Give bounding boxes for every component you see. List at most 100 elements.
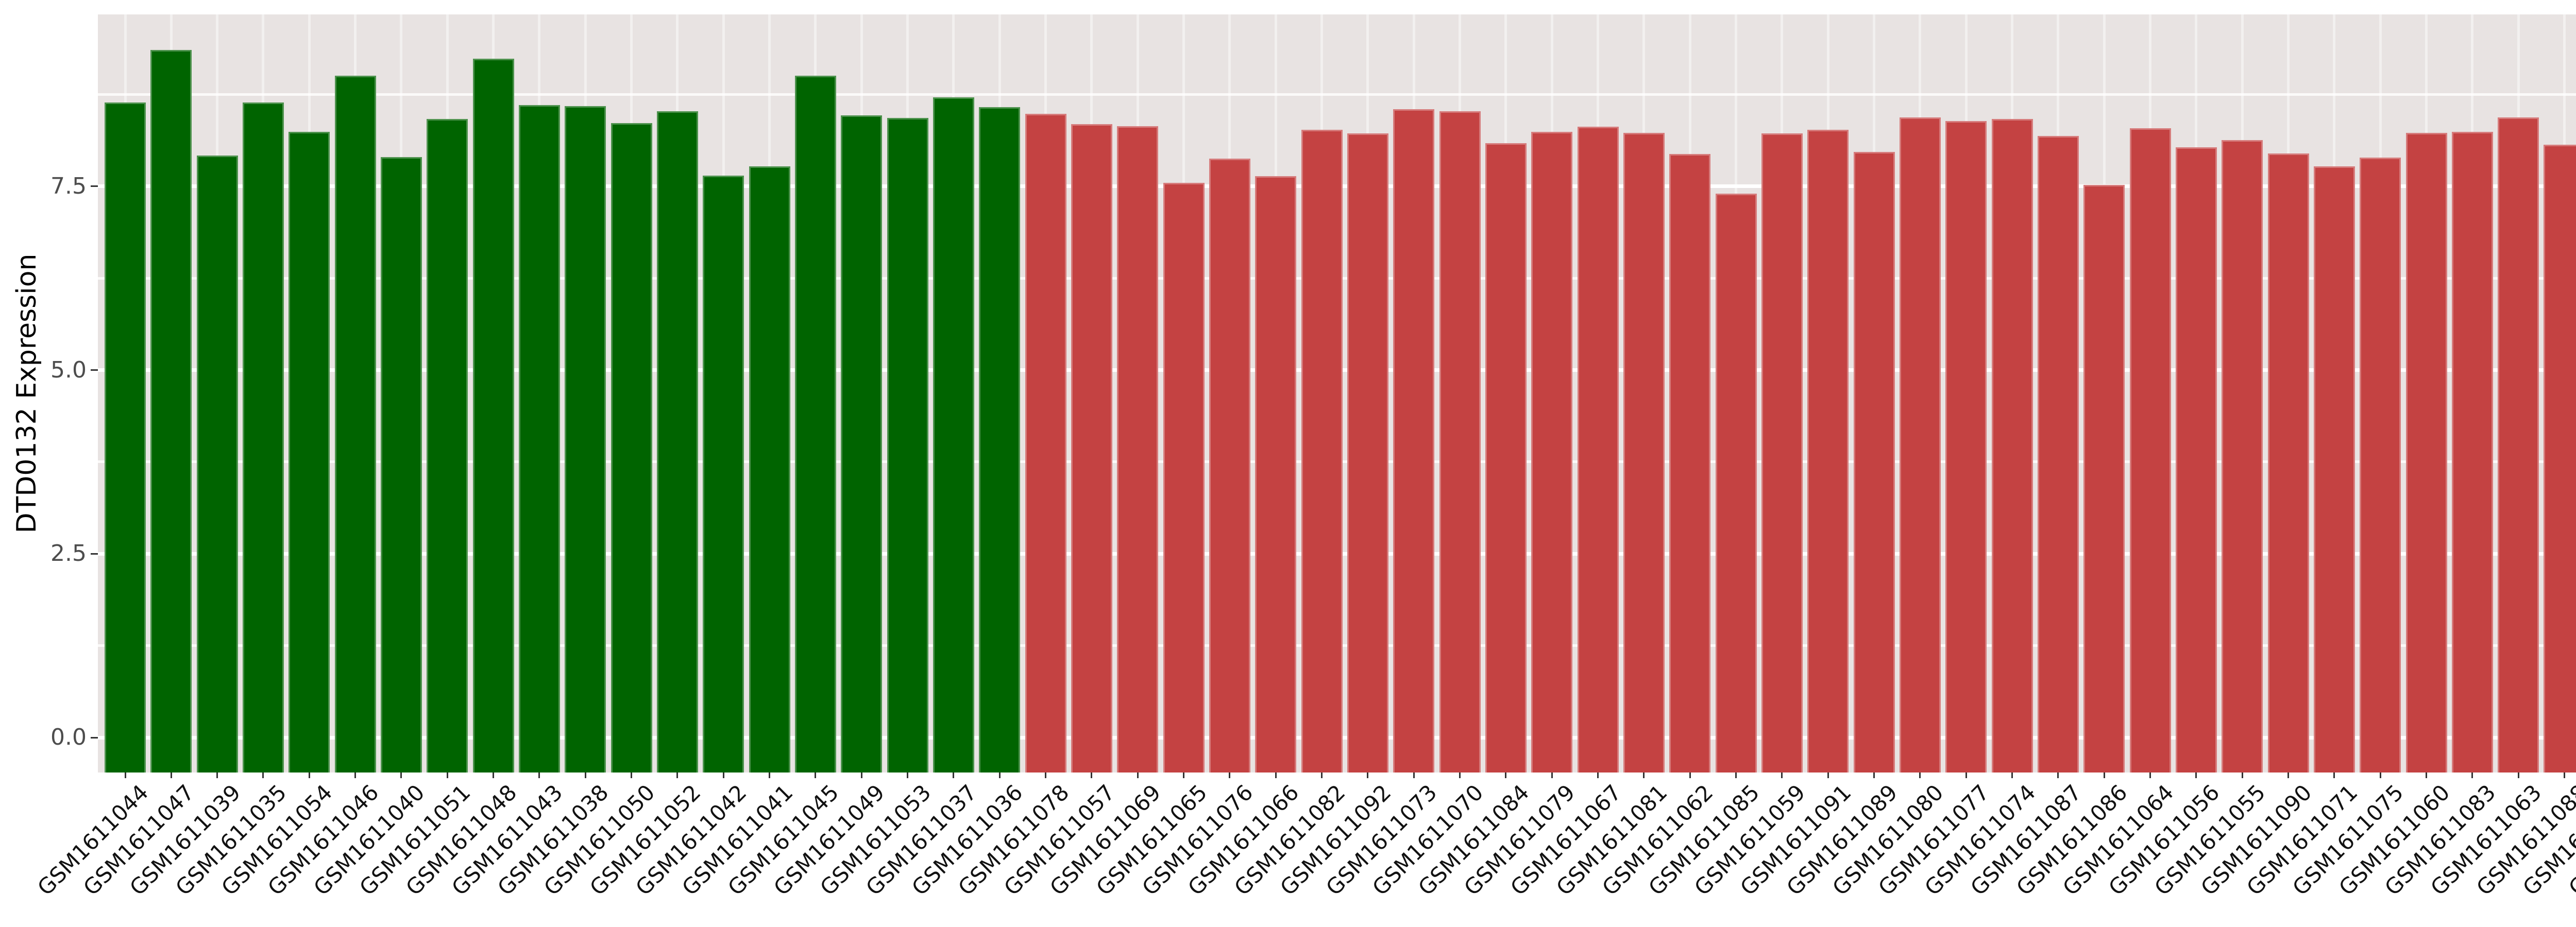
bar-GSM1611043	[518, 105, 560, 772]
x-tick-mark	[584, 772, 586, 778]
x-tick-mark	[1781, 772, 1783, 778]
bar-GSM1611051	[427, 118, 468, 772]
bar-GSM1611062	[1669, 154, 1711, 772]
bar-GSM1611045	[794, 75, 836, 772]
x-tick-mark	[2563, 772, 2565, 778]
x-tick-mark	[2333, 772, 2335, 778]
bar-GSM1611087	[2037, 135, 2079, 772]
y-axis-title: DTD0132 Expression	[11, 253, 42, 534]
y-tick-mark	[91, 369, 98, 371]
bar-GSM1611042	[703, 175, 744, 772]
bar-GSM1611081	[1623, 132, 1665, 772]
bar-GSM1611075	[2360, 158, 2401, 772]
x-tick-mark	[493, 772, 495, 778]
x-tick-mark	[2426, 772, 2427, 778]
y-tick-mark	[91, 736, 98, 739]
x-tick-mark	[1551, 772, 1553, 778]
x-tick-mark	[2241, 772, 2243, 778]
x-tick-mark	[446, 772, 448, 778]
bar-GSM1611073	[1393, 109, 1435, 772]
y-tick-label: 5.0	[50, 356, 87, 383]
bar-GSM1611037	[933, 97, 974, 772]
bar-GSM1611064	[2129, 128, 2171, 772]
x-tick-mark	[1091, 772, 1093, 778]
x-tick-mark	[2057, 772, 2059, 778]
x-tick-mark	[2011, 772, 2013, 778]
y-tick-label: 0.0	[50, 724, 87, 750]
x-tick-mark	[1965, 772, 1967, 778]
bar-GSM1611089	[1853, 151, 1895, 772]
bar-GSM1611040	[380, 157, 422, 772]
x-tick-mark	[124, 772, 126, 778]
bar-GSM1611083	[2451, 132, 2493, 772]
x-tick-mark	[1643, 772, 1645, 778]
x-tick-mark	[216, 772, 218, 778]
x-tick-mark	[722, 772, 724, 778]
x-tick-mark	[2149, 772, 2151, 778]
bar-GSM1611091	[1807, 130, 1849, 772]
bar-GSM1611049	[841, 115, 883, 772]
x-tick-mark	[1505, 772, 1507, 778]
bar-GSM1611047	[150, 49, 192, 772]
x-tick-mark	[308, 772, 310, 778]
bar-GSM1611044	[105, 102, 146, 772]
x-tick-mark	[1229, 772, 1231, 778]
x-tick-mark	[1321, 772, 1323, 778]
bar-GSM1611057	[1071, 124, 1112, 772]
bar-GSM1611088	[2544, 144, 2576, 772]
x-tick-mark	[1827, 772, 1829, 778]
bar-GSM1611069	[1117, 126, 1159, 772]
bar-GSM1611046	[334, 75, 376, 772]
x-tick-mark	[2195, 772, 2197, 778]
bar-GSM1611053	[887, 118, 928, 772]
x-tick-mark	[1137, 772, 1139, 778]
x-tick-mark	[860, 772, 862, 778]
x-tick-mark	[1597, 772, 1599, 778]
y-tick-label: 7.5	[50, 173, 87, 199]
x-tick-mark	[953, 772, 955, 778]
x-tick-mark	[1459, 772, 1461, 778]
x-tick-mark	[1735, 772, 1737, 778]
bar-GSM1611085	[1715, 194, 1757, 772]
x-tick-mark	[676, 772, 679, 778]
x-tick-mark	[2379, 772, 2381, 778]
bar-GSM1611052	[656, 111, 698, 772]
x-tick-mark	[2517, 772, 2519, 778]
bar-GSM1611078	[1025, 113, 1066, 772]
bar-GSM1611035	[242, 102, 284, 772]
x-tick-mark	[170, 772, 172, 778]
x-tick-mark	[2103, 772, 2105, 778]
x-tick-mark	[2287, 772, 2289, 778]
bar-GSM1611080	[1899, 117, 1941, 772]
bar-GSM1611039	[196, 156, 238, 772]
y-tick-mark	[91, 553, 98, 555]
x-tick-mark	[1367, 772, 1369, 778]
bar-GSM1611086	[2083, 185, 2125, 772]
bar-GSM1611036	[979, 107, 1021, 772]
bar-GSM1611054	[289, 132, 330, 772]
bar-GSM1611090	[2267, 153, 2309, 772]
bar-GSM1611071	[2313, 166, 2355, 772]
x-tick-mark	[998, 772, 1001, 778]
y-minor-gridline	[98, 93, 2576, 96]
bar-GSM1611055	[2222, 140, 2263, 772]
x-tick-mark	[1183, 772, 1185, 778]
y-tick-mark	[91, 185, 98, 187]
bar-GSM1611092	[1347, 133, 1388, 772]
bar-GSM1611063	[2498, 117, 2539, 772]
bar-GSM1611082	[1301, 130, 1343, 772]
x-tick-mark	[1413, 772, 1415, 778]
x-tick-mark	[354, 772, 357, 778]
bar-GSM1611070	[1439, 111, 1481, 772]
bar-GSM1611056	[2175, 147, 2217, 772]
x-tick-mark	[262, 772, 264, 778]
x-tick-mark	[2471, 772, 2473, 778]
bar-GSM1611076	[1209, 158, 1250, 772]
bar-GSM1611077	[1945, 121, 1987, 772]
x-tick-mark	[1919, 772, 1921, 778]
x-tick-mark	[400, 772, 402, 778]
x-tick-mark	[631, 772, 633, 778]
bar-GSM1611050	[611, 123, 652, 772]
bar-GSM1611065	[1163, 182, 1205, 772]
